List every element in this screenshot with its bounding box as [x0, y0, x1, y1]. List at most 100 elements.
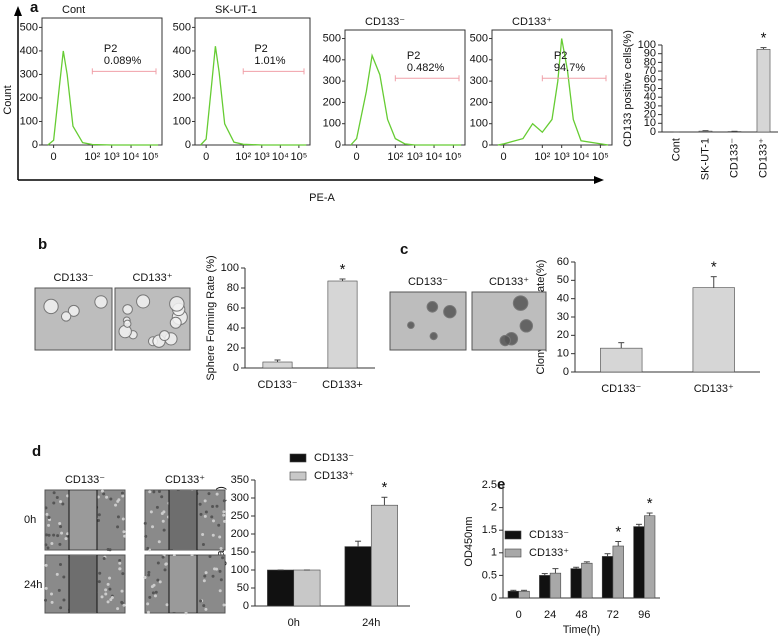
texture: [218, 589, 222, 593]
texture: [50, 600, 54, 604]
texture: [110, 596, 114, 600]
significance-mark: *: [615, 523, 621, 540]
x-tick-label: 0h: [288, 617, 300, 629]
gate-percent: 1.01%: [254, 55, 285, 67]
texture: [59, 500, 63, 504]
x-tick-label: 10²: [534, 151, 550, 163]
y-tick-label: 300: [470, 75, 488, 87]
y-tick-label: 2.5: [482, 479, 497, 491]
y-tick-label: 200: [20, 92, 38, 104]
legend-swatch: [289, 453, 307, 463]
histogram-curve: [497, 38, 609, 146]
bar: [327, 280, 358, 369]
texture: [44, 543, 48, 547]
texture: [143, 521, 147, 525]
cell-cluster: [60, 311, 72, 322]
gate-name: P2: [104, 43, 117, 55]
legend-label: CD133⁻: [314, 452, 354, 464]
plot-frame: [491, 29, 613, 146]
bar: [570, 568, 582, 599]
image-label: CD133⁺: [489, 276, 529, 288]
x-tick-label: 10³: [407, 151, 423, 163]
cell-cluster: [512, 295, 529, 311]
texture: [202, 604, 206, 608]
cell-cluster: [123, 319, 132, 328]
row-label: 0h: [24, 514, 36, 526]
texture: [118, 561, 122, 565]
texture: [97, 580, 101, 584]
gate-name: P2: [254, 43, 267, 55]
x-tick-label: CD133⁺: [757, 138, 769, 178]
texture: [163, 568, 167, 572]
legend-swatch: [289, 471, 307, 481]
texture: [157, 540, 161, 544]
texture: [219, 547, 223, 551]
y-tick-label: 30: [644, 100, 656, 112]
significance-mark: *: [340, 261, 346, 278]
texture: [56, 534, 60, 538]
texture: [121, 517, 125, 521]
texture: [44, 563, 48, 567]
wound-gap: [69, 491, 97, 549]
panel-letter: e: [497, 476, 505, 493]
y-tick-label: 2: [491, 502, 497, 514]
x-tick-label: 96: [638, 609, 650, 621]
texture: [211, 505, 215, 509]
significance-mark: *: [647, 495, 653, 512]
bar: [633, 526, 645, 599]
texture: [160, 511, 164, 515]
texture: [156, 561, 160, 565]
texture: [105, 495, 109, 499]
texture: [198, 502, 202, 506]
y-tick-label: 70: [644, 65, 656, 77]
texture: [217, 523, 221, 527]
texture: [44, 586, 48, 590]
y-tick-label: 60: [557, 256, 569, 268]
y-tick-label: 60: [644, 74, 656, 86]
bar: [370, 504, 398, 607]
texture: [160, 495, 164, 499]
cell-cluster: [43, 298, 59, 315]
x-axis-title: PE-A: [309, 192, 335, 204]
bar: [643, 515, 656, 599]
y-tick-label: 500: [470, 32, 488, 44]
texture: [52, 501, 56, 505]
bar: [600, 347, 643, 373]
texture: [62, 575, 66, 579]
texture: [55, 572, 59, 576]
x-tick-label: 10³: [554, 151, 570, 163]
texture: [162, 528, 166, 532]
x-tick-label: 0: [516, 609, 522, 621]
y-axis-title: CD133 positive cells(%): [622, 30, 634, 147]
y-tick-label: 0: [482, 139, 488, 151]
y-axis-title: OD450nm: [463, 516, 475, 566]
texture: [151, 591, 155, 595]
texture: [222, 499, 226, 503]
texture: [202, 579, 206, 583]
wound-gap: [69, 556, 97, 612]
y-tick-label: 30: [557, 311, 569, 323]
texture: [147, 570, 151, 574]
x-tick-label: 10³: [254, 151, 270, 163]
texture: [44, 506, 48, 510]
y-tick-label: 500: [20, 21, 38, 33]
texture: [106, 600, 110, 604]
texture: [117, 498, 121, 502]
x-tick-label: 10⁵: [592, 151, 609, 163]
texture: [102, 492, 106, 496]
y-tick-label: 400: [470, 54, 488, 66]
texture: [66, 494, 70, 498]
texture: [96, 495, 100, 499]
x-tick-label: CD133⁻: [257, 379, 297, 391]
image-label: CD133⁻: [408, 276, 448, 288]
arrowhead: [14, 6, 22, 16]
x-tick-label: CD133⁻: [601, 383, 641, 395]
texture: [204, 607, 208, 611]
texture: [158, 580, 162, 584]
y-tick-label: 100: [470, 118, 488, 130]
x-tick-label: SK-UT-1: [699, 138, 711, 180]
x-tick-label: 72: [607, 609, 619, 621]
texture: [161, 519, 165, 523]
texture: [120, 589, 124, 593]
texture: [146, 610, 150, 614]
